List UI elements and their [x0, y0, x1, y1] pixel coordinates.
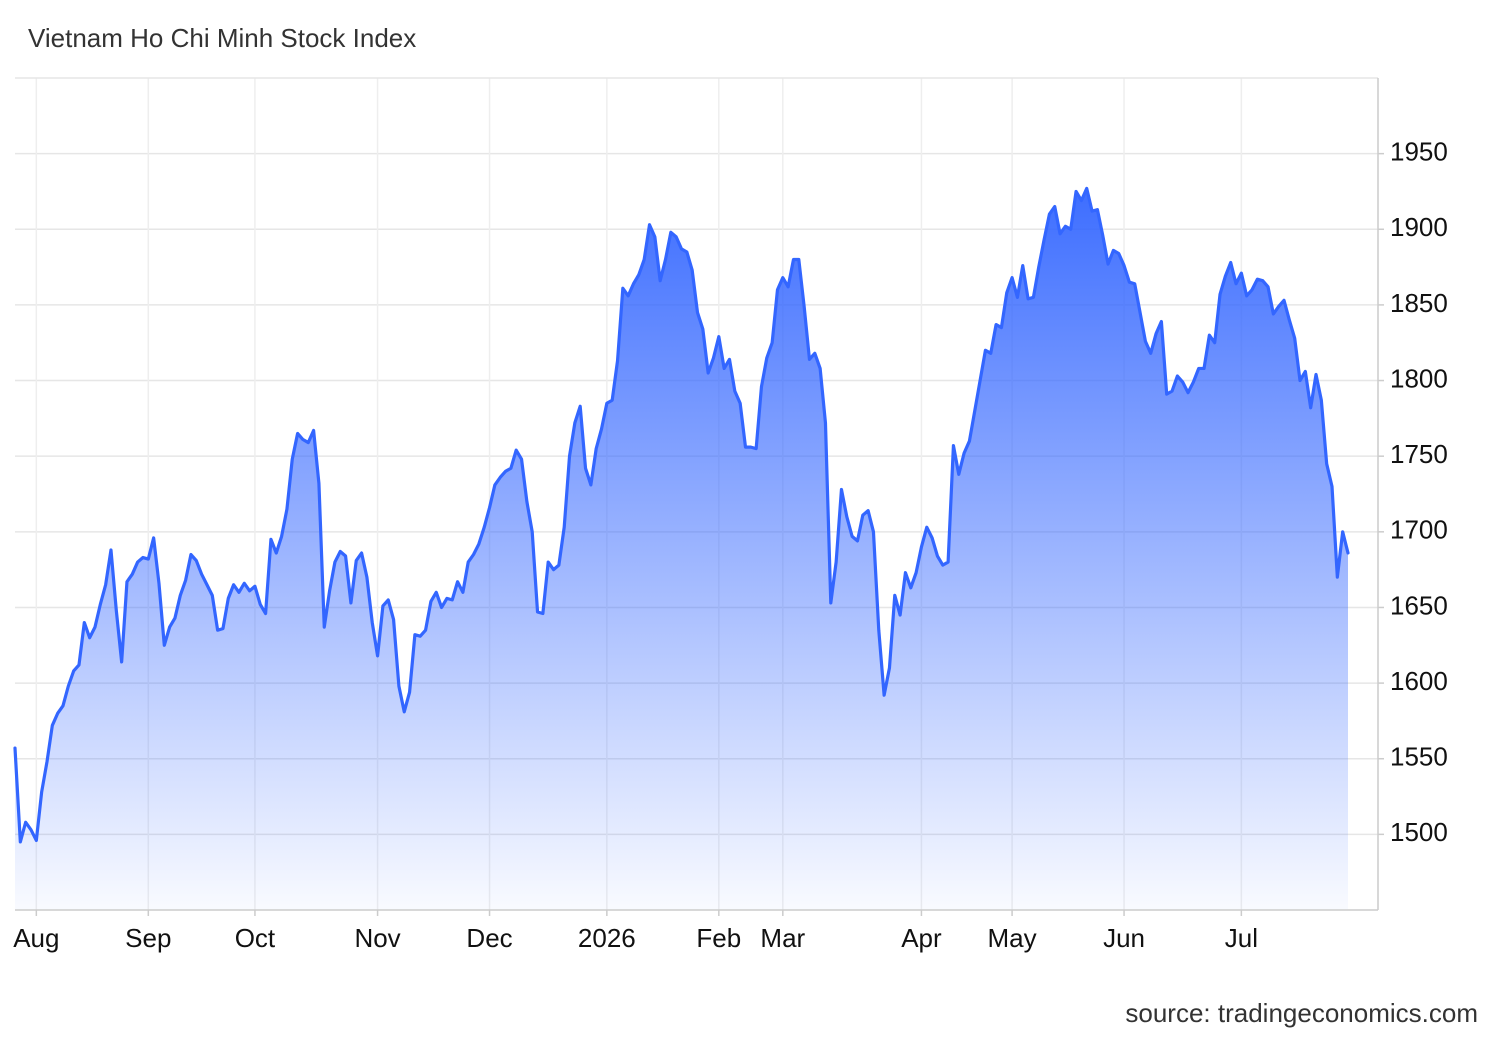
x-tick-label: Apr — [901, 923, 942, 953]
x-tick-label: Feb — [696, 923, 741, 953]
y-tick-label: 1600 — [1390, 666, 1448, 696]
x-tick-label: May — [988, 923, 1037, 953]
x-tick-label: Jun — [1103, 923, 1145, 953]
y-tick-label: 1850 — [1390, 288, 1448, 318]
y-tick-label: 1950 — [1390, 137, 1448, 167]
plot — [13, 186, 1350, 910]
y-tick-label: 1900 — [1390, 212, 1448, 242]
y-tick-label: 1750 — [1390, 439, 1448, 469]
x-tick-label: Sep — [125, 923, 171, 953]
x-tick-label: Mar — [760, 923, 805, 953]
x-tick-label: Dec — [466, 923, 512, 953]
x-tick-label: Jul — [1225, 923, 1258, 953]
area — [15, 188, 1348, 910]
x-tick-label: Oct — [235, 923, 276, 953]
line — [13, 186, 1350, 844]
chart-title: Vietnam Ho Chi Minh Stock Index — [28, 23, 416, 53]
source-note: source: tradingeconomics.com — [1125, 998, 1478, 1028]
x-tick-label: Nov — [354, 923, 400, 953]
y-tick-label: 1650 — [1390, 590, 1448, 620]
y-tick-label: 1700 — [1390, 515, 1448, 545]
x-tick-label: 2026 — [578, 923, 636, 953]
y-tick-label: 1550 — [1390, 742, 1448, 772]
y-tick-label: 1800 — [1390, 363, 1448, 393]
y-tick-label: 1500 — [1390, 817, 1448, 847]
x-tick-label: Aug — [13, 923, 59, 953]
axes: 1500 1550 1600 1650 1700 1750 1800 1850 1900 1950… — [13, 77, 1448, 953]
